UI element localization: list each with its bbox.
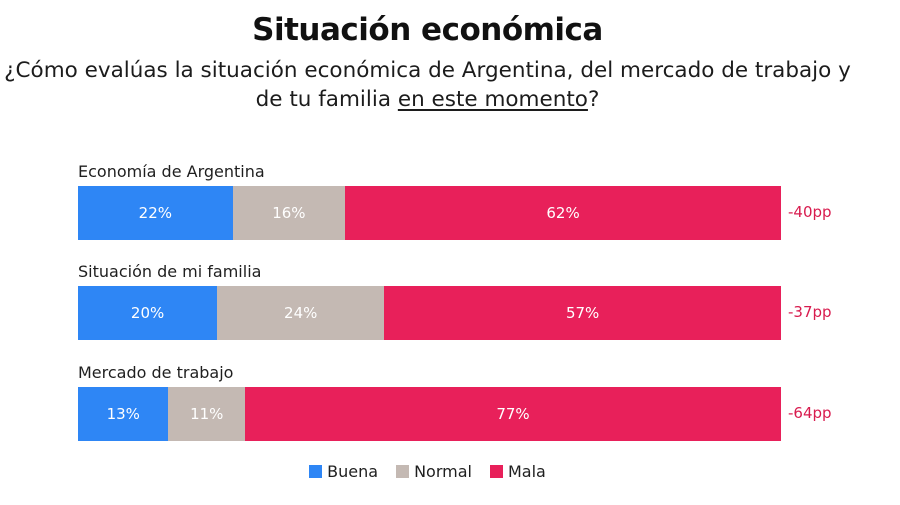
legend-item: Normal	[396, 462, 472, 481]
bar-segment-normal: 24%	[217, 286, 385, 340]
stacked-bar: 13% 11% 77%	[78, 387, 781, 441]
category-label: Situación de mi familia	[78, 262, 262, 281]
bar-segment-mala: 77%	[245, 387, 781, 441]
stacked-bar: 20% 24% 57%	[78, 286, 781, 340]
subtitle-text-end: ?	[587, 87, 600, 112]
category-label: Mercado de trabajo	[78, 363, 234, 382]
data-label: 24%	[284, 304, 318, 322]
legend: Buena Normal Mala	[0, 462, 855, 481]
subtitle-text-start: ¿Cómo evalúas la situación económica de …	[4, 58, 851, 112]
legend-swatch	[309, 465, 323, 478]
subtitle-emphasis: en este momento	[397, 87, 588, 112]
bar-segment-normal: 11%	[168, 387, 246, 441]
legend-label: Normal	[414, 462, 472, 481]
data-label: 62%	[546, 204, 580, 222]
data-label: 11%	[190, 405, 224, 423]
net-difference-label: -37pp	[788, 303, 832, 321]
data-label: 22%	[138, 204, 172, 222]
chart-subtitle: ¿Cómo evalúas la situación económica de …	[0, 56, 855, 114]
chart-title: Situación económica	[252, 12, 603, 48]
bar-segment-buena: 13%	[78, 387, 169, 441]
stacked-bar: 22% 16% 62%	[78, 186, 781, 240]
legend-swatch	[396, 465, 410, 478]
legend-label: Buena	[327, 462, 379, 481]
bar-segment-normal: 16%	[232, 186, 346, 240]
data-label: 20%	[130, 304, 165, 322]
bar-segment-buena: 20%	[78, 286, 218, 340]
bar-segment-buena: 22%	[78, 186, 233, 240]
legend-swatch	[489, 465, 503, 478]
bar-segment-mala: 62%	[345, 186, 781, 240]
bar-segment-mala: 57%	[384, 286, 781, 340]
net-difference-label: -64pp	[788, 404, 832, 422]
legend-label: Mala	[507, 462, 546, 481]
legend-item: Mala	[489, 462, 546, 481]
net-difference-label: -40pp	[788, 203, 832, 221]
data-label: 77%	[496, 405, 530, 423]
data-label: 57%	[565, 304, 600, 322]
legend-item: Buena	[309, 462, 378, 481]
data-label: 16%	[272, 204, 306, 222]
category-label: Economía de Argentina	[78, 162, 265, 181]
data-label: 13%	[106, 405, 140, 423]
